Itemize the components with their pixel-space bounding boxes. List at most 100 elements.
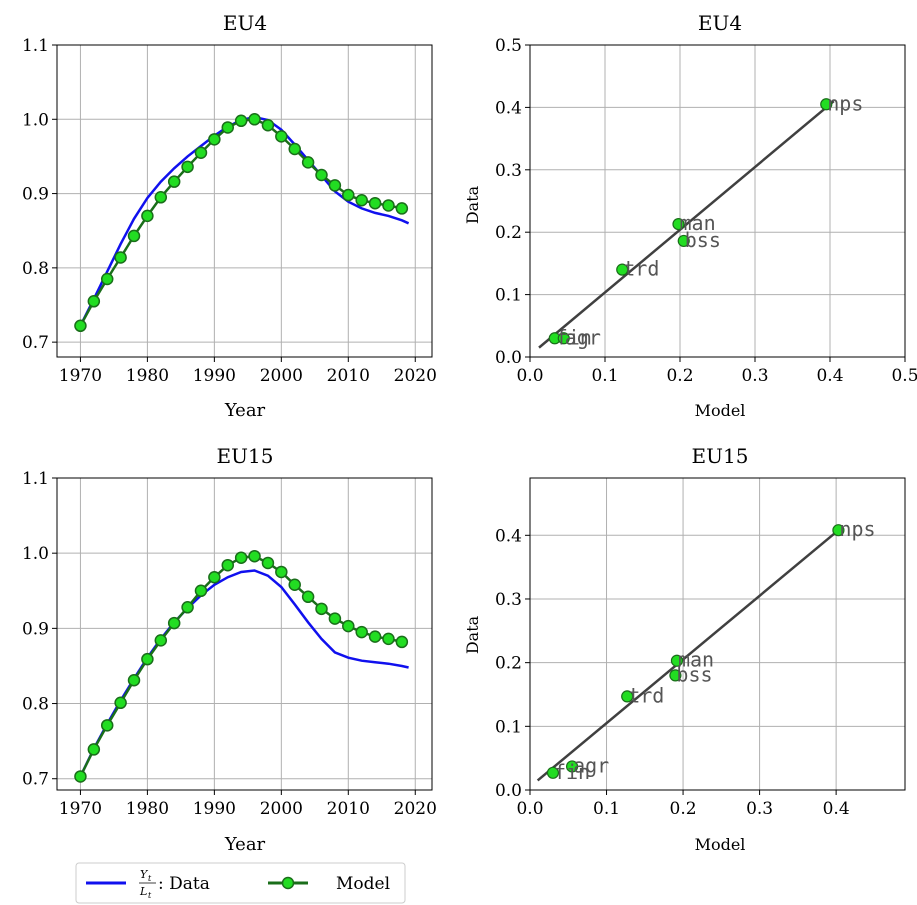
chart-2-ytick-label: 0.2 — [495, 223, 522, 243]
chart-4-point-label-trd: trd — [628, 683, 664, 707]
chart-1-data-line — [79, 115, 410, 327]
chart-1-model-line — [79, 118, 403, 327]
legend-data-math: Y t L t — [139, 868, 156, 900]
chart-3-model-point — [315, 602, 328, 616]
chart-1-model-point — [342, 188, 355, 202]
chart-1-model-point — [154, 191, 168, 204]
chart-2-frame — [529, 44, 906, 358]
chart-1-model-point — [234, 114, 248, 128]
chart-3-xtick-label: 2020 — [394, 799, 437, 819]
legend-model-marker — [281, 876, 295, 890]
chart-4-fit-line — [536, 527, 841, 782]
chart-2-ytick-label: 0.1 — [495, 286, 522, 306]
chart-3-model-line — [79, 554, 403, 778]
chart-2-xtick-label: 0.4 — [816, 366, 843, 386]
legend-frame — [75, 862, 406, 904]
chart-1-model-point — [301, 156, 315, 169]
chart-4-point-label-agr: agr — [573, 753, 609, 777]
chart-4-ytick-label: 0.1 — [495, 717, 522, 737]
chart-1-xtick-label: 2000 — [260, 366, 303, 386]
chart-1-model-point — [167, 175, 181, 188]
chart-4-point-man — [670, 654, 684, 667]
chart-2-point-label-trd: trd — [623, 257, 659, 281]
chart-1-model-point — [382, 199, 395, 212]
chart-1-xtick-label: 2010 — [327, 366, 370, 386]
chart-1-ytick-label: 0.9 — [22, 185, 49, 205]
chart-3-model-point — [395, 635, 409, 649]
chart-4-point-label-fin: fin — [554, 760, 590, 784]
chart-3-model-point — [234, 551, 248, 564]
chart-4-ytick-label: 0.4 — [495, 526, 522, 546]
chart-3-ytick-label: 0.8 — [22, 695, 49, 715]
legend-model-label: Model — [336, 874, 390, 894]
chart-2-xlabel: Model — [695, 401, 746, 420]
chart-3-ytick-label: 0.7 — [22, 770, 49, 790]
chart-1-model-point — [355, 194, 368, 207]
chart-3-model-point — [275, 565, 288, 579]
chart-3-xlabel: Year — [224, 834, 266, 855]
chart-2-xtick-label: 0.1 — [591, 366, 618, 386]
chart-2-fit-line — [538, 100, 835, 349]
chart-3-model-point — [154, 634, 168, 647]
chart-1-title: EU4 — [223, 11, 267, 35]
chart-3-model-point — [141, 652, 154, 666]
chart-1-model-point — [181, 160, 194, 174]
chart-2-ytick-label: 0.4 — [495, 98, 522, 118]
legend-data-denominator: L — [139, 885, 147, 898]
chart-2-xtick-label: 0.0 — [516, 366, 543, 386]
chart-3-ytick-label: 1.0 — [22, 544, 49, 564]
legend: Y t L t : Data Model — [75, 862, 406, 904]
chart-3-model-point — [74, 770, 87, 783]
chart-3-model-point — [288, 578, 301, 592]
chart-4-ytick-label: 0.0 — [495, 781, 522, 801]
chart-3-title: EU15 — [217, 444, 274, 468]
chart-1-model-point — [395, 202, 409, 215]
chart-2-title: EU4 — [698, 11, 742, 35]
chart-3-xtick-label: 1970 — [59, 799, 102, 819]
chart-1-frame — [56, 44, 433, 358]
chart-3-ytick-label: 1.1 — [22, 469, 49, 489]
chart-3-xtick-label: 2000 — [260, 799, 303, 819]
chart-4-ytick-label: 0.2 — [495, 654, 522, 674]
chart-3-model-point — [355, 625, 368, 639]
chart-2-point-nps — [820, 98, 833, 111]
chart-1-ytick-label: 1.0 — [22, 110, 49, 130]
chart-1-xtick-label: 1970 — [59, 366, 102, 386]
legend-data-label: : Data — [158, 874, 210, 894]
chart-4-ytick-label: 0.3 — [495, 590, 522, 610]
chart-1-model-point — [114, 251, 127, 264]
chart-3-model-point — [181, 601, 194, 614]
chart-1-model-point — [288, 142, 301, 156]
chart-3-model-point — [328, 612, 342, 625]
chart-1-model-point — [141, 209, 154, 223]
chart-3-model-point — [301, 590, 315, 604]
chart-1-model-point — [328, 179, 342, 192]
chart-4-point-label-nps: nps — [839, 517, 875, 541]
chart-3-model-point — [114, 696, 127, 710]
chart-1-model-point — [127, 229, 141, 243]
chart-4-point-fin — [546, 766, 560, 779]
chart-1-model-point — [221, 121, 235, 134]
chart-4-frame — [529, 477, 906, 791]
chart-2-xtick-label: 0.2 — [666, 366, 693, 386]
chart-3-data-line — [79, 569, 409, 778]
chart-3-model-point — [208, 570, 221, 584]
chart-2-point-label-agr: agr — [565, 325, 601, 349]
chart-3-model-point — [248, 549, 261, 563]
chart-2-point-trd — [616, 263, 629, 276]
chart-1-model-point — [368, 196, 382, 210]
chart-4-point-trd — [621, 690, 634, 703]
legend-data-denominator-sub: t — [148, 891, 152, 900]
chart-3-model-point — [127, 673, 141, 687]
chart-1-xlabel: Year — [224, 400, 266, 421]
chart-4-xtick-label: 0.4 — [823, 799, 850, 819]
chart-2-point-label-man: man — [680, 211, 716, 235]
chart-1-model-point — [248, 113, 261, 126]
chart-3-model-point — [368, 630, 382, 643]
chart-2-point-man — [672, 217, 685, 231]
chart-3-model-point — [221, 558, 235, 572]
chart-4-xtick-label: 0.0 — [516, 799, 543, 819]
chart-4-point-label-man: man — [678, 648, 714, 672]
chart-1-model-point — [87, 295, 101, 308]
